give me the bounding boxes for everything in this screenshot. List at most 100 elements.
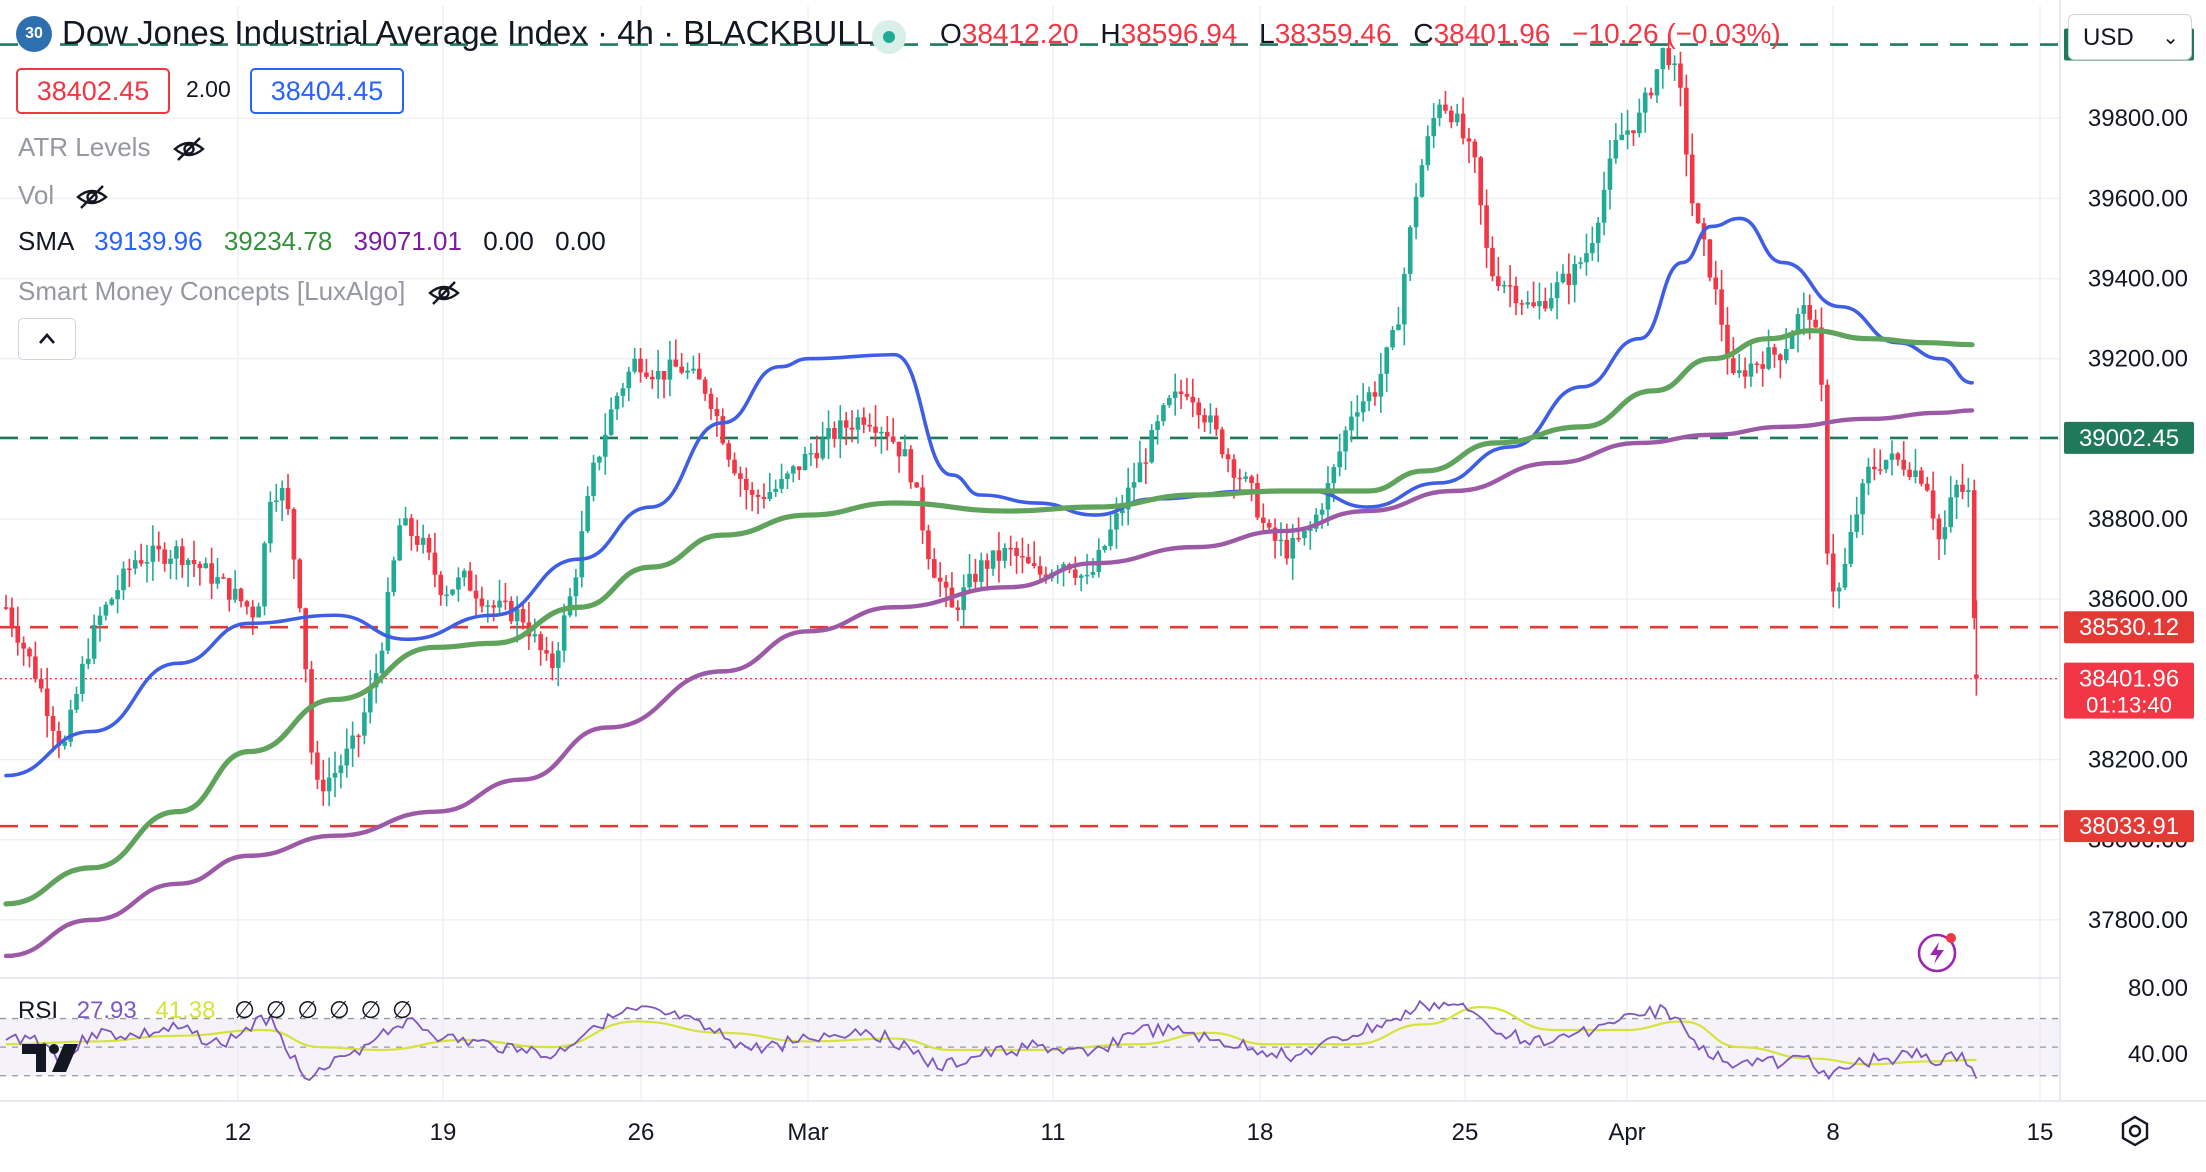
candle-up xyxy=(1736,353,1742,378)
indicator-rsi[interactable]: RSI 27.93 41.38 ∅ ∅ ∅ ∅ ∅ ∅ xyxy=(18,996,415,1025)
currency-selector[interactable]: USD ⌄ xyxy=(2068,14,2192,60)
candle-body xyxy=(1443,104,1448,111)
candle-body xyxy=(1355,412,1360,417)
candle-down xyxy=(467,562,473,592)
chevron-down-icon: ⌄ xyxy=(2162,27,2179,49)
candles xyxy=(3,33,1977,807)
candle-body xyxy=(1642,92,1648,113)
candle-up xyxy=(1390,326,1395,351)
candle-body xyxy=(1689,154,1695,204)
candle-body xyxy=(961,587,966,610)
candle-body xyxy=(397,525,402,561)
buy-price-button[interactable]: 38404.45 xyxy=(250,68,404,114)
candle-body xyxy=(802,453,808,471)
candle-body xyxy=(1261,517,1266,523)
candle-down xyxy=(1924,476,1930,492)
last-price-text: 38401.96 xyxy=(2079,666,2179,693)
candle-up xyxy=(332,751,338,798)
indicator-sma-label: SMA xyxy=(18,226,73,256)
candle-down xyxy=(1513,276,1519,316)
candle-down xyxy=(1678,51,1683,107)
candle-down xyxy=(473,574,479,618)
candle-up xyxy=(420,524,426,554)
candle-body xyxy=(27,648,32,657)
symbol-title[interactable]: Dow Jones Industrial Average Index · 4h … xyxy=(62,14,874,51)
ohlc-close-value: 38401.96 xyxy=(1433,18,1551,49)
candle-body xyxy=(849,427,855,430)
candle-body xyxy=(1613,139,1619,159)
candle-body xyxy=(1513,285,1519,304)
time-tick-label: Mar xyxy=(787,1119,828,1146)
candle-body xyxy=(1637,112,1642,134)
candle-down xyxy=(1478,156,1484,225)
candle-up xyxy=(514,596,520,643)
candle-up xyxy=(1866,457,1871,496)
candle-body xyxy=(773,488,778,493)
indicator-vol[interactable]: Vol xyxy=(18,180,109,211)
candle-up xyxy=(1172,373,1178,416)
candle-body xyxy=(955,607,961,610)
candle-body xyxy=(1102,546,1107,550)
candle-body xyxy=(338,765,344,774)
candle-body xyxy=(1924,483,1930,491)
lightning-icon[interactable] xyxy=(1915,930,1959,974)
sma-value-2: 39234.78 xyxy=(223,226,333,256)
candle-body xyxy=(138,560,144,564)
candle-body xyxy=(990,550,996,569)
candle-up xyxy=(1078,573,1084,592)
indicator-atr-levels[interactable]: ATR Levels xyxy=(18,132,206,163)
tradingview-logo-icon[interactable] xyxy=(20,1040,86,1076)
candle-down xyxy=(714,397,720,437)
candle-down xyxy=(1713,260,1719,305)
sell-price-button[interactable]: 38402.45 xyxy=(16,68,170,114)
candle-up xyxy=(1501,280,1507,294)
settings-icon[interactable] xyxy=(2118,1114,2152,1148)
candle-up xyxy=(602,413,608,475)
candle-body xyxy=(1507,285,1513,287)
candle-down xyxy=(726,440,731,467)
symbol-badge[interactable]: 30 xyxy=(16,16,52,52)
ohlc-open-key: O xyxy=(940,18,962,49)
candle-body xyxy=(1666,48,1672,66)
candle-body xyxy=(1560,273,1566,283)
candle-up xyxy=(1525,290,1531,309)
candle-down xyxy=(1261,503,1266,533)
candle-body xyxy=(9,607,15,626)
collapse-indicators-button[interactable] xyxy=(18,318,76,360)
eye-hidden-icon[interactable] xyxy=(75,184,109,210)
candle-down xyxy=(1813,309,1818,328)
candle-body xyxy=(638,358,643,373)
ohlc-readout: O38412.20 H38596.94 L38359.46 C38401.96 … xyxy=(940,18,1795,50)
candle-down xyxy=(209,547,214,600)
indicator-smc[interactable]: Smart Money Concepts [LuxAlgo] xyxy=(18,276,461,307)
candle-body xyxy=(1037,565,1043,575)
indicator-sma[interactable]: SMA 39139.96 39234.78 39071.01 0.00 0.00 xyxy=(18,226,606,257)
candle-body xyxy=(203,563,209,569)
eye-hidden-icon[interactable] xyxy=(427,280,461,306)
candle-up xyxy=(103,601,109,621)
candle-up xyxy=(268,491,273,553)
candle-up xyxy=(1913,449,1918,484)
eye-hidden-icon[interactable] xyxy=(172,136,206,162)
candle-down xyxy=(1731,337,1736,376)
sma-line-3 xyxy=(3,408,1975,959)
candle-body xyxy=(1695,203,1701,224)
chart-header: 30 Dow Jones Industrial Average Index · … xyxy=(0,0,2060,70)
candle-up xyxy=(667,340,673,397)
candle-down xyxy=(1449,105,1454,129)
grid xyxy=(0,6,2060,1100)
candle-body xyxy=(1936,518,1942,540)
candle-body xyxy=(503,600,508,603)
candle-body xyxy=(832,428,837,440)
candle-down xyxy=(1008,535,1013,567)
candle-up xyxy=(1343,426,1348,470)
candle-body xyxy=(1214,415,1219,430)
candle-down xyxy=(550,641,555,681)
candle-body xyxy=(720,416,726,444)
candle-down xyxy=(1020,537,1025,574)
candle-body xyxy=(1407,227,1413,274)
candle-up xyxy=(1137,440,1143,483)
candle-body xyxy=(1184,394,1190,397)
candle-down xyxy=(1037,556,1043,583)
